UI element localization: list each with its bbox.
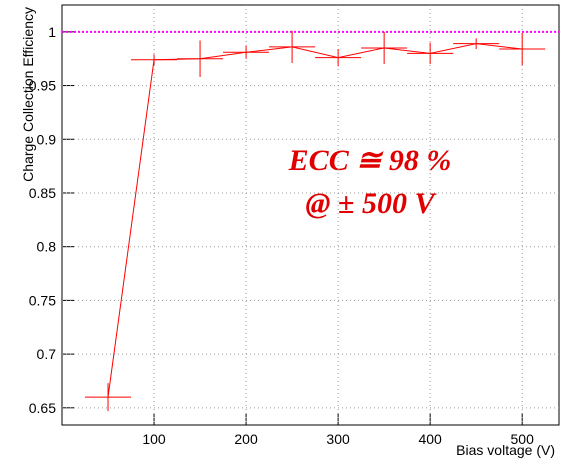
plot-frame — [61, 4, 560, 426]
annotation: ECC ≅ 98 % — [288, 144, 452, 177]
y-tick-label: 0.9 — [37, 131, 57, 147]
y-tick-label: 0.8 — [37, 239, 57, 255]
y-axis-title: Charge Collection Efficiency — [20, 7, 36, 182]
y-tick-label: 0.85 — [29, 185, 56, 201]
y-tick-label: 1 — [48, 24, 56, 40]
y-tick-label: 0.95 — [29, 78, 56, 94]
data-line — [107, 43, 523, 398]
x-tick-label: 500 — [511, 431, 535, 447]
x-tick-label: 400 — [418, 431, 442, 447]
x-axis-title: Bias voltage (V) — [456, 442, 555, 458]
y-tick-label: 0.7 — [37, 346, 57, 362]
y-tick-label: 0.75 — [29, 292, 56, 308]
y-tick-label: 0.65 — [29, 400, 56, 416]
x-tick-label: 100 — [142, 431, 166, 447]
annotation: @ ± 500 V — [306, 187, 438, 220]
x-tick-label: 300 — [326, 431, 350, 447]
x-tick-label: 200 — [234, 431, 258, 447]
